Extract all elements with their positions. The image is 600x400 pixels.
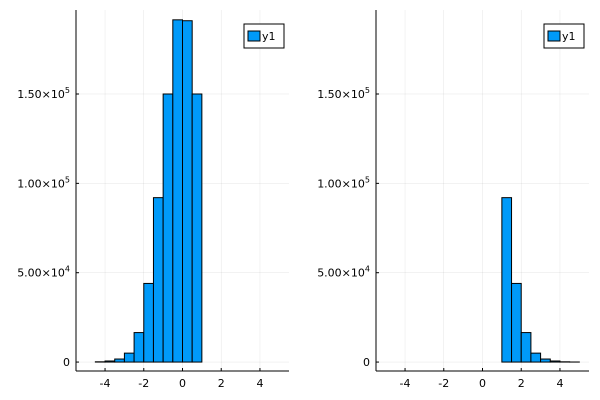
x-tick-label: -4 [400,377,411,390]
histogram-bar [540,358,551,363]
histogram-bar [511,282,522,363]
histogram-bar [501,197,513,363]
histogram-bar [143,282,154,363]
histogram-bar [133,332,145,363]
y-tick-label: 1.50×105 [17,86,70,101]
histogram-bar [172,19,183,363]
x-tick-label: 2 [218,377,225,390]
y-tick-label: 5.00×104 [17,265,70,280]
histogram-bar [530,352,542,363]
y-tick-label: 1.00×105 [317,175,370,190]
histogram-bar [114,358,125,363]
legend-swatch [547,30,561,42]
histogram-bar [123,352,135,363]
legend: y1 [543,23,585,49]
histogram-panel-2: -4 -2 0 2 4 0 5.00×104 1.00×105 1.50×105 y1 [317,10,589,390]
histogram-bar [520,332,532,363]
x-tick-label: 0 [179,377,186,390]
series-1-bars [94,19,203,363]
histogram-bar [191,93,203,363]
x-tick-label: 0 [479,377,486,390]
x-tick-label: -2 [138,377,149,390]
x-tick-label: 2 [518,377,525,390]
y-tick-label: 1.50×105 [317,86,370,101]
histogram-bar [162,93,174,363]
y-tick-label: 5.00×104 [317,265,370,280]
y-tick-label: 0 [63,356,70,369]
histogram-bar [549,360,561,363]
legend: y1 [243,23,285,49]
histogram-bar [104,360,116,363]
histogram-bar [182,20,193,363]
histogram-panel-1: -4 -2 0 2 4 0 5.00×104 1.00×105 1.50×105 y1 [17,10,289,390]
y-tick-label: 0 [363,356,370,369]
legend-swatch [247,30,261,42]
x-tick-label: -4 [100,377,111,390]
series-1-bars [501,197,580,363]
y-tick-label: 1.00×105 [17,175,70,190]
grid-lines [376,10,589,371]
x-tick-label: 4 [256,377,263,390]
x-tick-label: -2 [438,377,449,390]
histogram-bar [152,197,164,363]
x-tick-label: 4 [556,377,563,390]
legend-label: y1 [562,30,576,43]
legend-label: y1 [262,30,276,43]
